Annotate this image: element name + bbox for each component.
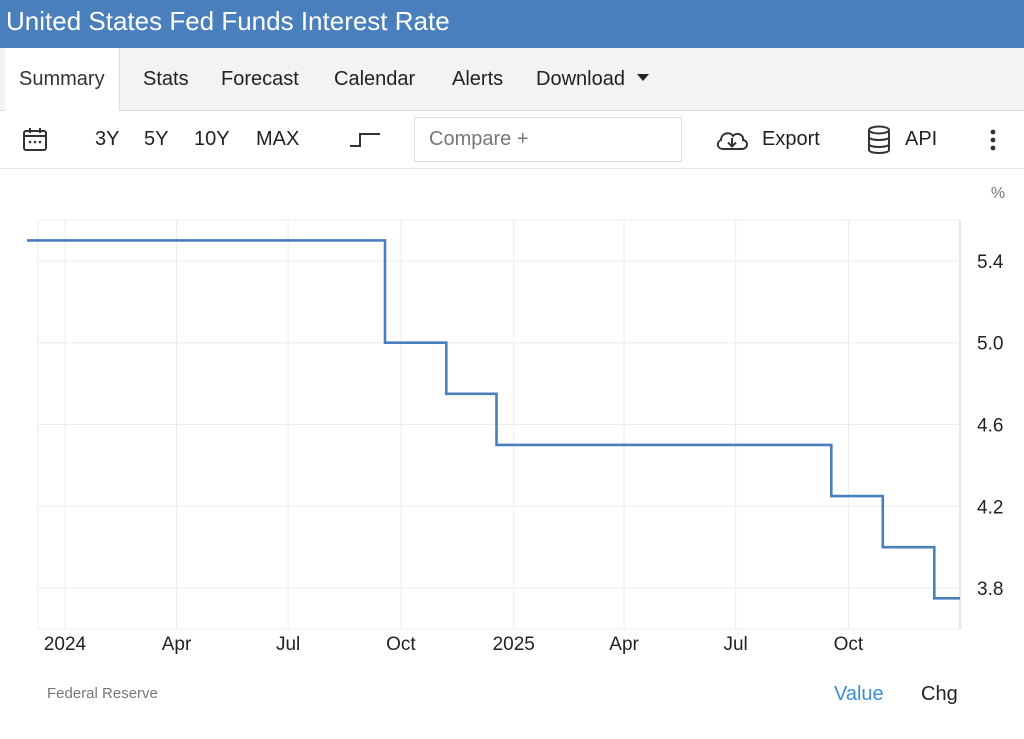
chart-toolbar: 3Y 5Y 10Y MAX Export API bbox=[0, 111, 1024, 169]
tab-stats[interactable]: Stats bbox=[143, 68, 189, 90]
tab-forecast[interactable]: Forecast bbox=[221, 68, 299, 90]
tab-download[interactable]: Download bbox=[536, 48, 649, 110]
calendar-icon[interactable] bbox=[22, 127, 48, 153]
value-toggle[interactable]: Value bbox=[834, 683, 884, 705]
x-tick-label: Oct bbox=[386, 634, 416, 655]
tab-summary[interactable]: Summary bbox=[5, 48, 120, 111]
chg-toggle[interactable]: Chg bbox=[921, 683, 958, 705]
title-bar: United States Fed Funds Interest Rate bbox=[0, 0, 1024, 48]
x-tick-label: Jul bbox=[276, 634, 300, 655]
rate-chart: 5.4 5.0 4.6 4.2 3.8 2024 Apr Jul Oct 2025 Apr Jul Oc… bbox=[27, 185, 1005, 655]
chart-area: 5.4 5.0 4.6 4.2 3.8 2024 Apr Jul Oct 2025 Apr Jul Oc… bbox=[0, 168, 1024, 734]
y-tick-label: 5.4 bbox=[977, 252, 1004, 273]
rate-series-line bbox=[27, 239, 960, 600]
y-tick-label: 3.8 bbox=[977, 579, 1003, 600]
y-tick-label: 4.2 bbox=[977, 497, 1003, 518]
api-button[interactable]: API bbox=[905, 128, 938, 150]
tab-calendar[interactable]: Calendar bbox=[334, 68, 416, 90]
x-tick-label: 2024 bbox=[44, 634, 87, 655]
tab-bar: Summary Stats Forecast Calendar Alerts D… bbox=[0, 48, 1024, 111]
x-tick-label: 2025 bbox=[493, 634, 535, 655]
x-tick-label: Apr bbox=[609, 634, 639, 655]
range-10y-button[interactable]: 10Y bbox=[194, 128, 230, 150]
compare-field[interactable] bbox=[414, 117, 683, 162]
range-5y-button[interactable]: 5Y bbox=[144, 128, 169, 150]
unit-label: % bbox=[991, 185, 1005, 202]
source-label: Federal Reserve bbox=[47, 685, 158, 702]
range-3y-button[interactable]: 3Y bbox=[95, 128, 120, 150]
more-vertical-icon[interactable] bbox=[986, 128, 1000, 152]
range-max-button[interactable]: MAX bbox=[256, 128, 300, 150]
y-tick-label: 4.6 bbox=[977, 416, 1003, 437]
y-tick-label: 5.0 bbox=[977, 334, 1003, 355]
tab-download-label: Download bbox=[536, 68, 625, 90]
tab-alerts[interactable]: Alerts bbox=[452, 68, 504, 90]
cloud-download-icon[interactable] bbox=[714, 127, 750, 153]
compare-input[interactable] bbox=[415, 118, 683, 161]
page-title: United States Fed Funds Interest Rate bbox=[6, 6, 450, 36]
chevron-down-icon bbox=[636, 74, 649, 82]
database-icon[interactable] bbox=[866, 125, 892, 155]
x-tick-label: Apr bbox=[162, 634, 192, 655]
x-tick-label: Jul bbox=[723, 634, 747, 655]
step-line-icon[interactable] bbox=[348, 129, 382, 151]
x-tick-label: Oct bbox=[834, 634, 864, 655]
export-button[interactable]: Export bbox=[762, 128, 820, 150]
